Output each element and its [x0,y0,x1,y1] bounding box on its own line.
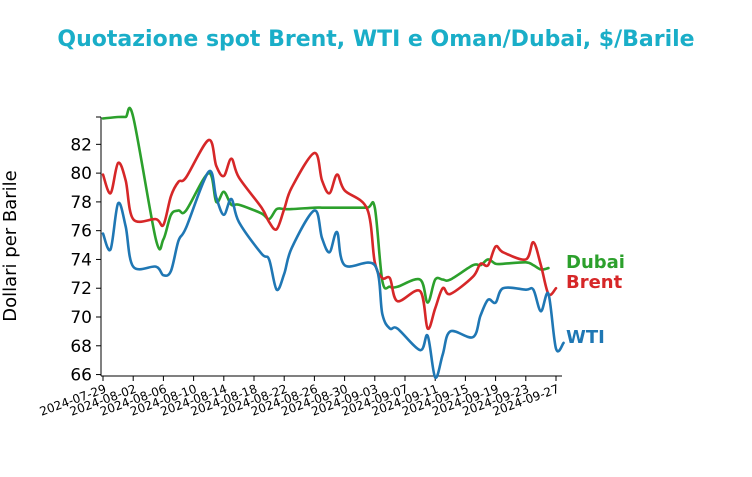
y-ticks: 66 68 70 72 74 76 78 80 82 [70,116,101,386]
series-line-wti [101,169,565,379]
series-label-brent: Brent [566,272,623,293]
chart-title: Quotazione spot Brent, WTI e Oman/Dubai,… [57,27,694,52]
x-ticks: 2024-07-292024-08-022024-08-062024-08-10… [38,376,561,419]
y-tick-label: 72 [70,279,92,299]
series-lines [101,106,565,379]
y-tick-label: 76 [70,222,92,242]
y-tick-label: 68 [70,337,92,357]
series-label-wti: WTI [566,327,605,348]
series-label-dubai: Dubai [566,252,625,273]
y-tick-label: 80 [70,164,92,184]
plot-area: 66 68 70 72 74 76 78 80 82 2024-07-292024-08-022… [38,106,625,419]
y-tick-label: 82 [70,135,92,155]
series-line-brent [101,138,558,331]
y-tick-label: 70 [70,308,92,328]
y-axis-label: Dollari per Barile [0,170,21,322]
y-tick-label: 78 [70,193,92,213]
y-tick-label: 66 [70,366,92,386]
y-tick-label: 74 [70,250,92,270]
